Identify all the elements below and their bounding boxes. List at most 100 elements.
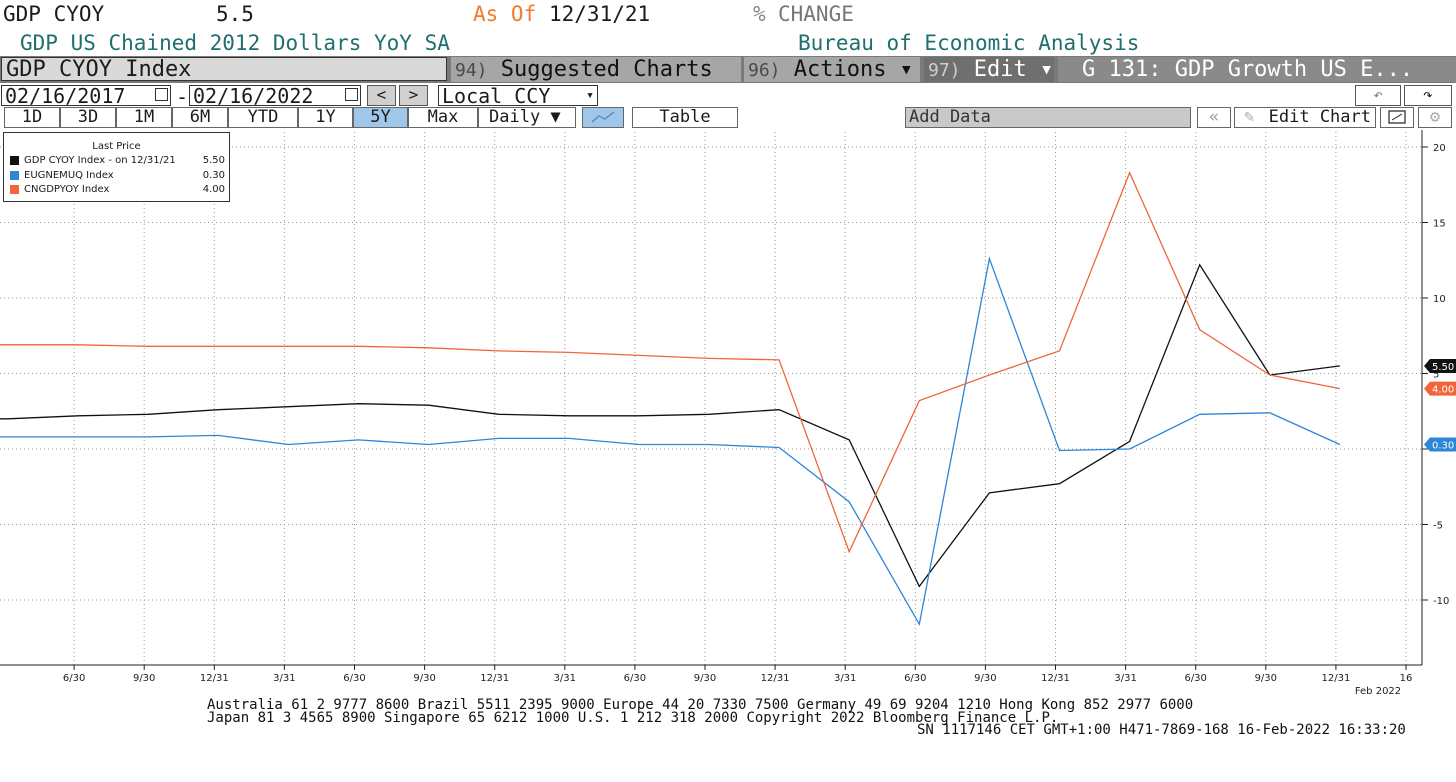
- y-tick-label: 15: [1433, 219, 1446, 230]
- chart-name-field[interactable]: G 131: GDP Growth US E...: [1058, 57, 1456, 82]
- x-tick-label: 6/30: [1184, 673, 1206, 684]
- undo-button[interactable]: ↶: [1355, 85, 1401, 106]
- last-value-tag: [1424, 358, 1456, 373]
- x-tick-label: 12/31: [200, 673, 229, 684]
- footer-session-line: SN 1117146 CET GMT+1:00 H471-7869-168 16…: [917, 722, 1406, 738]
- legend-entry[interactable]: GDP CYOY Index - on 12/31/21 5.50: [10, 155, 225, 167]
- x-tick-label: 9/30: [694, 673, 716, 684]
- data-source: Bureau of Economic Analysis: [798, 31, 1140, 55]
- chart-legend: Last Price GDP CYOY Index - on 12/31/21 …: [3, 132, 230, 202]
- x-axis: 6/30 9/30 12/31 3/31 6/30 9/30 12/31 3/31 6/30 9/…: [63, 665, 1413, 697]
- x-tick-label: 6/30: [624, 673, 646, 684]
- x-tick-label: 12/31: [480, 673, 509, 684]
- footer-contacts-line2: Japan 81 3 4565 8900 Singapore 65 6212 1…: [207, 710, 1059, 726]
- x-tick-label: 9/30: [133, 673, 155, 684]
- range-max-button[interactable]: Max: [408, 107, 478, 128]
- calendar-icon[interactable]: [345, 88, 358, 101]
- chart-settings-button[interactable]: [1380, 107, 1414, 128]
- legend-title: Last Price: [92, 141, 141, 152]
- gear-icon: ⚙: [1429, 107, 1441, 127]
- actions-label: Actions ▾: [793, 57, 913, 82]
- y-tick-label: 5: [1433, 370, 1439, 381]
- ticker: GDP CYOY: [3, 2, 105, 26]
- chart-type-button[interactable]: [582, 107, 624, 128]
- x-tick-label: 16: [1400, 673, 1413, 684]
- range-1d-button[interactable]: 1D: [4, 107, 60, 128]
- table-button[interactable]: Table: [632, 107, 738, 128]
- index-name-field[interactable]: GDP CYOY Index: [1, 57, 447, 82]
- end-date-value: 02/16/2022: [193, 84, 314, 108]
- edit-chart-button[interactable]: ✎ Edit Chart: [1234, 107, 1376, 128]
- last-value-text: 5.50: [1432, 362, 1454, 373]
- previous-period-button[interactable]: <: [367, 85, 396, 106]
- edit-label: Edit ▾: [973, 57, 1054, 82]
- x-tick-label: 3/31: [554, 673, 576, 684]
- range-3d-button[interactable]: 3D: [60, 107, 116, 128]
- chevron-down-icon: ▾: [586, 88, 594, 103]
- legend-value: 4.00: [202, 184, 225, 195]
- last-value: 5.5: [216, 2, 254, 26]
- last-value-text: 4.00: [1432, 385, 1454, 396]
- settings-button[interactable]: ⚙: [1418, 107, 1452, 128]
- last-value-labels: 5.50 4.00 0.30: [1424, 358, 1456, 452]
- legend-entry[interactable]: EUGNEMUQ Index 0.30: [10, 170, 225, 182]
- range-6m-button[interactable]: 6M: [172, 107, 228, 128]
- series-line: [0, 263, 1340, 588]
- y-tick-label: 10: [1433, 294, 1446, 305]
- pencil-icon: ✎: [1244, 107, 1255, 127]
- range-5y-button[interactable]: 5Y: [353, 107, 408, 128]
- x-tick-label: 12/31: [761, 673, 790, 684]
- x-tick-label: 6/30: [343, 673, 365, 684]
- edit-menu[interactable]: 97) Edit ▾: [924, 57, 1054, 82]
- asof-date: 12/31/21: [549, 2, 651, 26]
- legend-value: 5.50: [202, 155, 225, 166]
- date-dash: -: [176, 85, 189, 109]
- x-tick-label: 3/31: [1114, 673, 1136, 684]
- y-tick-label: 20: [1433, 143, 1446, 154]
- line-chart-icon: [591, 111, 615, 123]
- x-tick-label: 6/30: [904, 673, 926, 684]
- collapse-button[interactable]: «: [1197, 107, 1231, 128]
- x-tick-label: 12/31: [1321, 673, 1350, 684]
- range-ytd-button[interactable]: YTD: [228, 107, 298, 128]
- y-axis: -10 -5 5 10 15 20: [1422, 143, 1449, 607]
- currency-select[interactable]: Local CCY ▾: [438, 85, 598, 106]
- redo-button[interactable]: ↷: [1404, 85, 1452, 106]
- y-tick-label: -10: [1433, 596, 1449, 607]
- x-end-label: Feb 2022: [1355, 686, 1401, 697]
- x-tick-label: 9/30: [413, 673, 435, 684]
- next-period-button[interactable]: >: [399, 85, 428, 106]
- series-line: [0, 171, 1341, 554]
- last-value-tag: [1424, 437, 1456, 452]
- add-data-button[interactable]: Add Data: [905, 107, 1191, 128]
- x-tick-label: 3/31: [834, 673, 856, 684]
- gridlines: [0, 132, 1422, 665]
- frequency-select[interactable]: Daily ▼: [478, 107, 576, 128]
- actions-number: 96): [748, 60, 781, 81]
- legend-entry[interactable]: CNGDPYOY Index 4.00: [10, 184, 225, 196]
- range-1m-button[interactable]: 1M: [116, 107, 172, 128]
- security-description: GDP US Chained 2012 Dollars YoY SA: [20, 31, 450, 55]
- edit-chart-label: Edit Chart: [1268, 107, 1371, 127]
- suggested-charts-menu[interactable]: 94) Suggested Charts: [451, 57, 741, 82]
- start-date-input[interactable]: 02/16/2017: [1, 85, 171, 106]
- change-symbol: %: [753, 2, 766, 26]
- suggested-charts-label: Suggested Charts: [500, 57, 713, 82]
- x-tick-label: 3/31: [273, 673, 295, 684]
- last-value-text: 0.30: [1432, 440, 1454, 451]
- end-date-input[interactable]: 02/16/2022: [189, 85, 361, 106]
- actions-menu[interactable]: 96) Actions ▾: [744, 57, 920, 82]
- x-tick-label: 6/30: [63, 673, 85, 684]
- edit-chart-icon: [1388, 110, 1406, 124]
- asof-label: As Of: [473, 2, 537, 26]
- legend-swatch: [10, 171, 19, 180]
- range-1y-button[interactable]: 1Y: [298, 107, 353, 128]
- x-tick-label: 9/30: [974, 673, 996, 684]
- legend-name: CNGDPYOY Index: [24, 184, 110, 195]
- footer-contacts-line1: Australia 61 2 9777 8600 Brazil 5511 239…: [207, 697, 1194, 713]
- legend-swatch: [10, 156, 19, 165]
- calendar-icon[interactable]: [155, 88, 168, 101]
- x-tick-label: 12/31: [1041, 673, 1070, 684]
- suggested-charts-number: 94): [455, 60, 488, 81]
- y-tick-label: -5: [1433, 521, 1443, 532]
